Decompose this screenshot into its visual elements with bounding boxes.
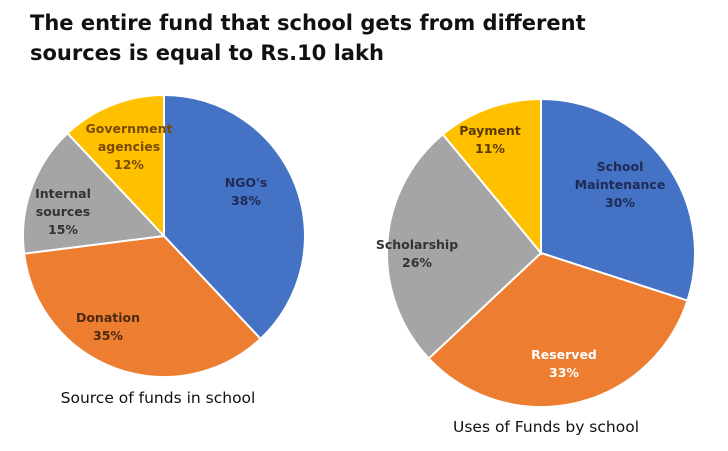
pie-slice-donation [22,234,262,378]
heading-line-1: The entire fund that school gets from di… [30,11,586,35]
pie-slice-reserved [427,251,689,408]
source-of-funds-caption: Source of funds in school [61,389,256,407]
uses-of-funds-pie: School Maintenance 30% Reserved 33% Scholarsh… [376,97,696,408]
slice-label-internal-sources: Internal sources 15% [35,186,91,237]
chart-heading: The entire fund that school gets from di… [30,8,710,68]
pie-slice-school-maintenance [540,97,696,302]
slice-label-government-agencies: Government agencies 12% [86,121,173,172]
pie-slice-ngo-s [163,93,306,341]
pie-slice-scholarship [386,132,543,360]
pie-slice-internal-sources [22,131,167,255]
slice-label-reserved: Reserved 33% [531,347,597,380]
heading-line-2: sources is equal to Rs.10 lakh [30,41,384,65]
slice-label-payment: Payment 11% [459,123,520,156]
slice-label-scholarship: Scholarship 26% [376,237,458,270]
slice-label-ngo-s: NGO's 38% [225,175,268,208]
uses-of-funds-caption: Uses of Funds by school [453,418,639,436]
pie-slice-payment [441,97,542,256]
slice-label-donation: Donation 35% [76,310,140,343]
pie-slice-government-agencies [66,93,165,239]
slice-label-school-maintenance: School Maintenance 30% [575,159,666,210]
source-of-funds-pie: NGO's 38% Donation 35% Internal sources 15% Gov… [22,93,306,378]
